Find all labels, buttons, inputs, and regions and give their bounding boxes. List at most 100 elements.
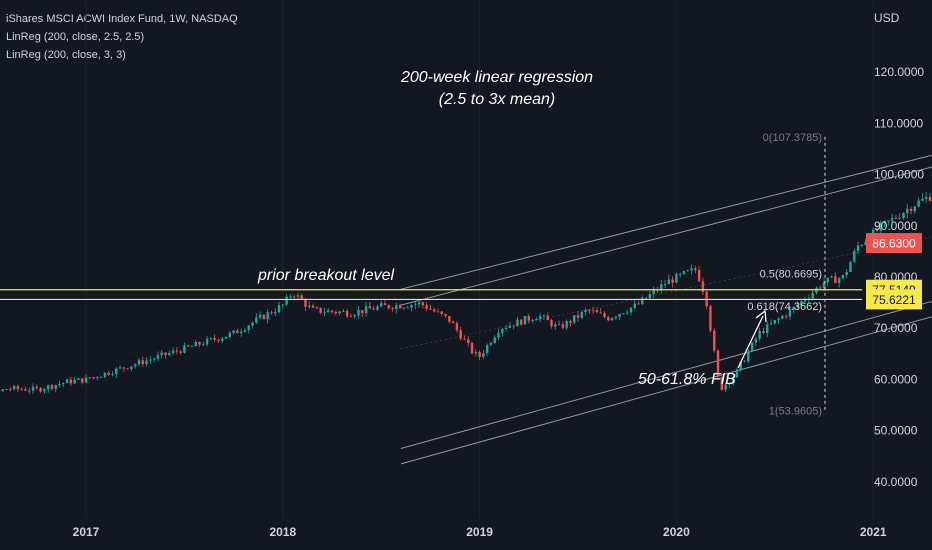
candle-body: [720, 376, 724, 390]
candle-body: [99, 376, 103, 378]
candle-body: [190, 346, 194, 347]
candle-body: [281, 304, 284, 306]
candle-body: [270, 312, 273, 314]
candle-body: [46, 385, 50, 390]
candle-body: [444, 314, 447, 317]
candle-body: [296, 295, 300, 297]
indicator-label-1[interactable]: LinReg (200, close, 2.5, 2.5): [6, 31, 145, 43]
candle-body: [156, 355, 160, 359]
candle-body: [440, 311, 443, 315]
candle-body: [837, 278, 841, 284]
candle-body: [39, 388, 42, 392]
candle-body: [841, 275, 845, 279]
candle-body: [421, 302, 425, 306]
candle-body: [644, 297, 648, 299]
candle-body: [349, 316, 353, 318]
candle-body: [637, 303, 640, 305]
candle-body: [641, 297, 644, 304]
last-price-badge: 86.6300: [866, 233, 922, 254]
candle-body: [626, 312, 629, 314]
candle-body: [198, 341, 201, 345]
candle-body: [557, 324, 561, 326]
candle-body: [614, 316, 618, 318]
candle-body: [822, 282, 826, 289]
candle-body: [243, 330, 247, 332]
candle-body: [380, 303, 383, 307]
indicator-label-2[interactable]: LinReg (200, close, 3, 3): [6, 49, 126, 61]
candle-body: [387, 305, 390, 309]
candle-body: [130, 366, 133, 370]
x-tick-label: 2017: [73, 525, 100, 539]
candle-body: [622, 313, 625, 315]
candle-body: [164, 352, 167, 355]
candle-body: [610, 317, 614, 321]
y-tick-label: 40.0000: [874, 475, 918, 489]
candle-body: [391, 308, 394, 310]
annotation-regression-title: 200-week linear regression: [400, 69, 593, 86]
regression-channel-line: [400, 154, 932, 290]
candle-body: [709, 306, 712, 331]
candle-body: [247, 325, 250, 331]
candle-body: [781, 315, 784, 319]
candle-body: [527, 316, 530, 321]
annotation-breakout: prior breakout level: [257, 267, 395, 284]
candle-body: [796, 305, 799, 307]
candle-body: [205, 338, 209, 345]
candle-body: [277, 305, 281, 313]
candle-body: [648, 294, 652, 299]
candle-body: [697, 269, 701, 282]
candle-body: [103, 372, 107, 377]
candle-body: [62, 382, 65, 384]
candle-body: [811, 292, 814, 299]
candle-body: [239, 331, 243, 334]
candle-body: [65, 379, 69, 383]
candle-body: [675, 273, 678, 283]
candle-body: [228, 332, 232, 337]
candle-body: [255, 317, 258, 323]
candle-body: [308, 305, 311, 307]
regression-channel-line: [400, 316, 932, 465]
candle-body: [24, 389, 27, 391]
candle-body: [448, 316, 451, 322]
regression-channel-line: [400, 300, 932, 450]
candle-body: [894, 217, 898, 219]
candle-body: [122, 367, 126, 369]
candle-body: [209, 338, 213, 339]
currency-label: USD: [874, 11, 900, 25]
candle-body: [372, 308, 375, 310]
candle-body: [561, 324, 565, 328]
candle-body: [289, 296, 292, 298]
candle-body: [580, 312, 583, 318]
candle-body: [906, 208, 909, 214]
candle-body: [716, 350, 720, 377]
candle-body: [315, 307, 319, 309]
x-tick-label: 2021: [860, 525, 887, 539]
candle-body: [126, 368, 129, 370]
candle-body: [345, 311, 349, 317]
candle-body: [924, 196, 928, 199]
candle-body: [168, 353, 171, 355]
candle-body: [573, 315, 576, 323]
candle-body: [5, 389, 8, 390]
candle-body: [588, 310, 591, 311]
regression-channel-line: [400, 166, 932, 306]
candle-body: [111, 374, 114, 376]
candle-body: [338, 311, 341, 314]
candle-body: [565, 320, 568, 328]
candle-body: [368, 306, 372, 309]
candle-body: [383, 303, 387, 306]
candle-body: [459, 330, 462, 339]
candle-body: [501, 329, 504, 333]
candle-body: [595, 310, 599, 313]
level-badge-2-text: 75.6221: [872, 293, 916, 307]
candle-body: [183, 345, 186, 353]
candle-body: [353, 315, 356, 317]
candle-body: [194, 341, 197, 347]
candle-body: [482, 353, 485, 357]
candle-body: [213, 338, 216, 340]
candle-body: [334, 311, 337, 314]
candle-body: [493, 337, 496, 343]
candle-body: [826, 277, 829, 283]
candle-body: [406, 307, 409, 309]
